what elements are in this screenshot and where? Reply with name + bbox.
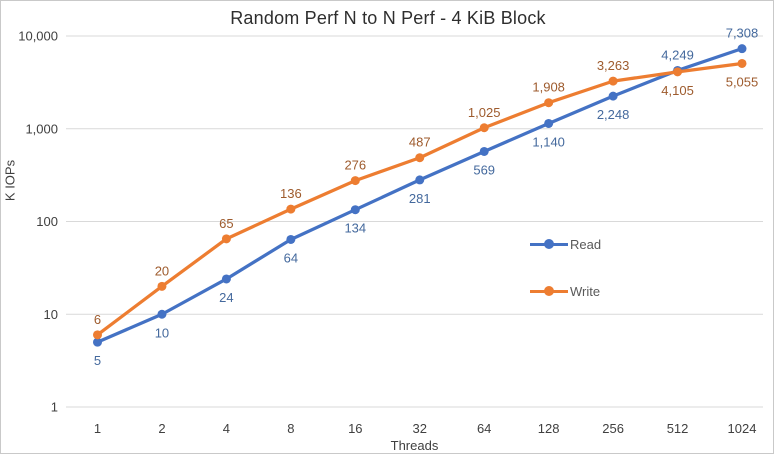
read-point bbox=[608, 91, 618, 101]
y-tick-label: 10 bbox=[44, 307, 58, 322]
read-point bbox=[350, 205, 360, 215]
x-tick-label: 2 bbox=[158, 421, 165, 436]
x-tick-label: 16 bbox=[348, 421, 362, 436]
read-data-label: 7,308 bbox=[726, 26, 759, 41]
read-point bbox=[415, 175, 425, 185]
legend-label-read: Read bbox=[570, 236, 602, 252]
legend-item-write: Write bbox=[530, 283, 601, 299]
write-point bbox=[673, 67, 683, 77]
write-data-label: 1,025 bbox=[468, 105, 501, 120]
write-data-label: 65 bbox=[219, 216, 233, 231]
read-point bbox=[157, 309, 167, 319]
write-data-label: 3,263 bbox=[597, 58, 630, 73]
write-data-label: 276 bbox=[344, 158, 366, 173]
read-data-label: 10 bbox=[155, 325, 169, 340]
legend-marker-write-icon bbox=[544, 286, 554, 296]
read-data-label: 281 bbox=[409, 191, 431, 206]
read-data-label: 4,249 bbox=[661, 47, 694, 62]
read-point bbox=[544, 118, 554, 128]
write-point bbox=[157, 281, 167, 291]
read-data-label: 1,140 bbox=[532, 134, 565, 149]
x-tick-label: 32 bbox=[413, 421, 427, 436]
read-point bbox=[221, 274, 231, 284]
read-point bbox=[286, 234, 296, 244]
write-data-label: 20 bbox=[155, 263, 169, 278]
legend-label-write: Write bbox=[570, 283, 601, 299]
x-tick-label: 256 bbox=[602, 421, 624, 436]
write-data-label: 5,055 bbox=[726, 74, 759, 89]
read-data-label: 5 bbox=[94, 353, 101, 368]
legend: Read Write bbox=[530, 236, 601, 330]
y-tick-label: 1,000 bbox=[25, 121, 58, 136]
write-data-label: 487 bbox=[409, 135, 431, 150]
write-point bbox=[608, 76, 618, 86]
legend-swatch-read bbox=[530, 239, 568, 249]
legend-marker-read-icon bbox=[544, 239, 554, 249]
write-point bbox=[221, 234, 231, 244]
y-tick-label: 100 bbox=[36, 214, 58, 229]
legend-item-read: Read bbox=[530, 236, 601, 252]
read-point bbox=[93, 337, 102, 347]
write-point bbox=[93, 330, 102, 340]
read-data-label: 134 bbox=[344, 221, 366, 236]
write-data-label: 6 bbox=[94, 312, 101, 327]
write-data-label: 1,908 bbox=[532, 80, 565, 95]
read-point bbox=[479, 146, 489, 156]
write-data-label: 136 bbox=[280, 186, 302, 201]
x-tick-label: 1024 bbox=[728, 421, 757, 436]
chart-title: Random Perf N to N Perf - 4 KiB Block bbox=[230, 8, 546, 28]
write-point bbox=[415, 153, 425, 163]
read-data-label: 569 bbox=[473, 162, 495, 177]
write-point bbox=[737, 58, 747, 68]
y-tick-label: 10,000 bbox=[18, 29, 58, 44]
read-data-label: 2,248 bbox=[597, 107, 630, 122]
write-point bbox=[544, 98, 554, 108]
y-tick-label: 1 bbox=[51, 400, 58, 415]
read-data-label: 64 bbox=[284, 250, 298, 265]
write-point bbox=[286, 204, 296, 214]
x-tick-label: 8 bbox=[287, 421, 294, 436]
read-data-label: 24 bbox=[219, 290, 233, 305]
x-tick-label: 512 bbox=[667, 421, 689, 436]
write-point bbox=[479, 123, 489, 133]
x-tick-label: 64 bbox=[477, 421, 491, 436]
x-tick-label: 128 bbox=[538, 421, 560, 436]
y-axis-title: K IOPs bbox=[2, 159, 18, 202]
legend-swatch-write bbox=[530, 286, 568, 296]
write-data-label: 4,105 bbox=[661, 83, 694, 98]
write-point bbox=[350, 176, 360, 186]
x-axis-title: Threads bbox=[390, 438, 439, 453]
x-tick-label: 1 bbox=[94, 421, 101, 436]
x-tick-label: 4 bbox=[223, 421, 230, 436]
read-point bbox=[737, 44, 747, 54]
